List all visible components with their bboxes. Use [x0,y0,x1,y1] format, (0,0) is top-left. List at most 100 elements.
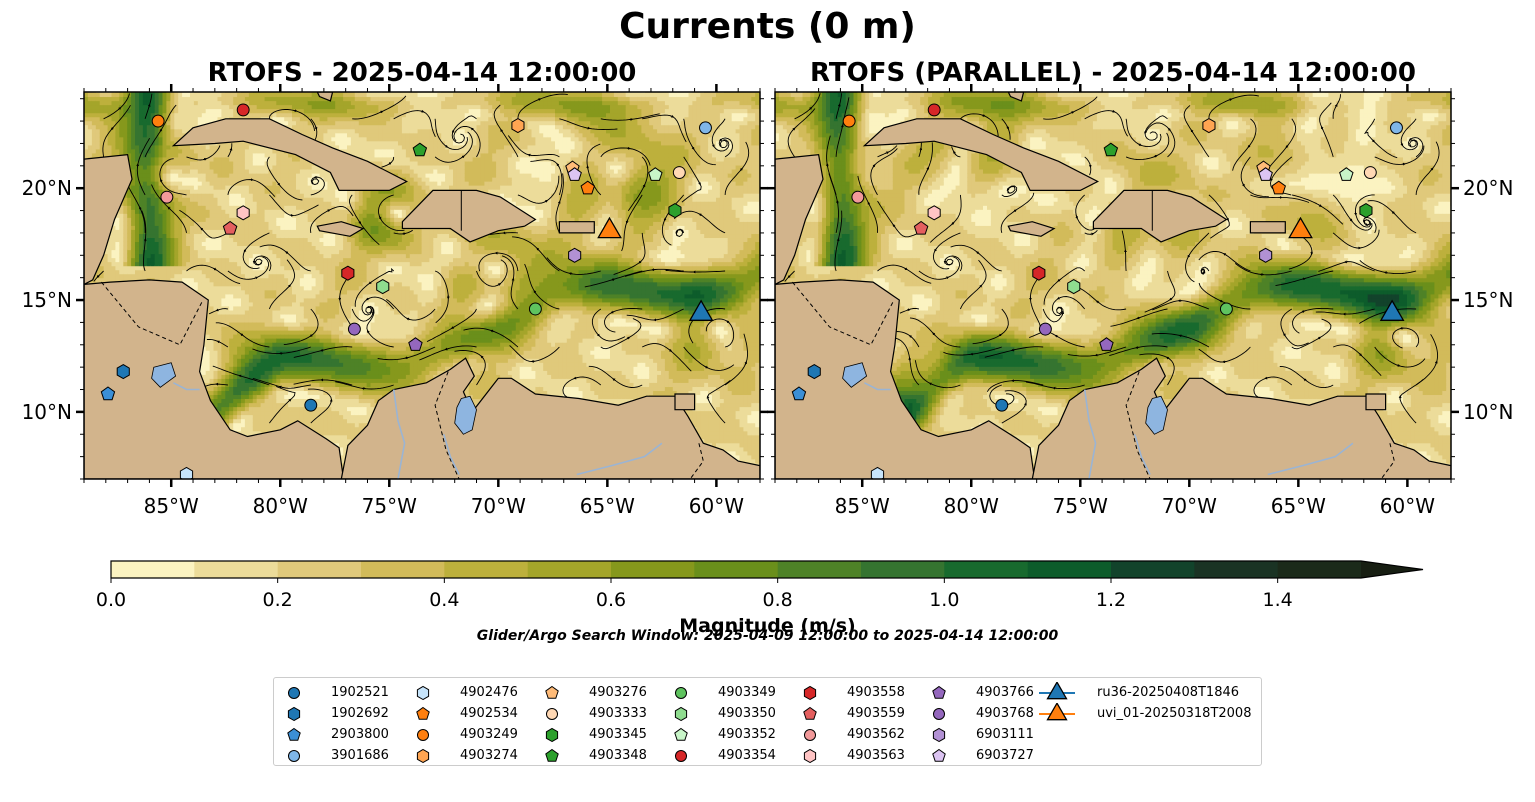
map-panel-rtofs: 85°W 80°W 75°W 70°W 65°W 60°W 10°N 15°N 20°N [22,84,768,518]
x-tick-label: 80°W [944,494,999,518]
colorbar-tick-label: 0.4 [429,589,459,611]
float-marker-4903563 [236,205,250,221]
legend-float-marker [287,686,301,700]
legend-glider-marker [1046,682,1068,700]
legend-entry-label: 2903800 [331,724,389,745]
float-marker-3901686 [1390,121,1403,135]
land [84,92,760,479]
legend-float-marker [416,748,430,764]
legend-marker [545,748,559,762]
figure-suptitle: Currents (0 m) [0,6,1535,47]
legend-marker [803,728,817,742]
y-tick-label: 10°N [1463,400,1513,424]
legend-float-marker [674,727,688,741]
float-marker-4903352 [1339,167,1354,181]
float-marker-4902476 [179,466,194,479]
legend-entry-label: 1902692 [331,703,389,724]
colorbar-tick-label: 0.0 [96,589,126,611]
map-panel-parallel: 85°W 80°W 75°W 70°W 65°W 60°W 10°N 15°N 20°N [767,84,1513,518]
float-marker-4903349 [1219,302,1233,316]
legend-marker [674,706,688,722]
legend-float-marker [416,685,430,701]
colorbar-segment [194,561,279,578]
float-marker-6903111 [1259,247,1273,263]
x-tick-label: 60°W [689,494,744,518]
float-marker-4903563 [927,205,941,221]
legend-marker [674,686,688,700]
panel-title-parallel: RTOFS (PARALLEL) - 2025-04-14 12:00:00 [775,58,1451,88]
x-tick-label: 75°W [1053,494,1108,518]
x-tick-label: 60°W [1380,494,1435,518]
colorbar-segment [944,561,1029,578]
colorbar-segment [277,561,362,578]
legend-marker [803,748,817,764]
colorbar-segment [1027,561,1112,578]
streamlines [784,93,1440,424]
glider-marker-uvi_01-20250318T2008 [597,216,622,239]
x-tick-label: 80°W [253,494,308,518]
legend-entry-label: 4903558 [847,682,905,703]
glider-markers [1288,216,1405,321]
colorbar-tick-label: 0.8 [763,589,793,611]
x-tick-label: 75°W [362,494,417,518]
float-marker-4903350 [376,279,390,295]
y-tick-label: 20°N [1463,176,1513,200]
float-marker-4903348 [412,142,428,157]
legend-float-marker [803,685,817,701]
legend-entry-label: 4903345 [589,724,647,745]
legend-marker [416,748,430,764]
float-marker-4903333 [672,166,686,179]
float-marker-4903274 [511,118,525,134]
legend-entry-label: 4903349 [718,682,776,703]
float-marker-4903345 [1359,203,1373,219]
float-marker-1902521 [304,398,318,412]
legend-float-marker [803,728,817,742]
profiler-markers [100,103,712,479]
float-marker-4903249 [151,114,165,128]
colorbar-segment [444,561,529,578]
float-marker-4903559 [913,220,929,235]
legend-float-marker [545,707,559,721]
x-tick-label: 70°W [471,494,526,518]
colorbar-segment [861,561,945,578]
legend-entry-label: 4903276 [589,682,647,703]
glider-marker-ru36-20250408T1846 [688,299,714,321]
legend-entry-label: 4903563 [847,745,905,766]
legend-entry-label: 6903111 [976,724,1034,745]
float-marker-4902476 [870,466,885,479]
float-marker-4903768 [1038,322,1052,336]
x-tick-label: 85°W [835,494,890,518]
float-marker-4903249 [842,114,856,128]
legend-marker [674,727,688,741]
legend-entry-label: 4903354 [718,745,776,766]
float-marker-4903559 [222,220,238,235]
colorbar: 0.0 0.2 0.4 0.6 0.8 1.0 1.2 1.4 [96,560,1424,611]
legend-marker [674,749,688,763]
float-marker-4903333 [1363,166,1377,179]
colorbar-segment [777,561,862,578]
legend-marker [416,728,430,742]
legend-marker [545,685,559,699]
legend-marker [1039,703,1075,721]
legend-float-marker [416,728,430,742]
x-tick-label: 65°W [1271,494,1326,518]
colorbar-segment [1111,561,1195,578]
float-marker-3901686 [699,121,712,135]
glider-marker-uvi_01-20250318T2008 [1288,216,1313,239]
colorbar-segment [527,561,612,578]
float-marker-1902692 [116,364,130,380]
float-marker-4902534 [1271,180,1286,195]
legend-float-marker [674,686,688,700]
panel-title-rtofs: RTOFS - 2025-04-14 12:00:00 [84,58,760,88]
legend-float-marker [545,748,559,762]
streamlines [93,93,750,424]
legend-float-marker [545,685,559,699]
legend-entry-label: 6903727 [976,745,1034,766]
float-marker-2903800 [791,386,807,401]
float-marker-1902521 [995,398,1009,412]
legend-float-marker [674,706,688,722]
x-tick-label: 85°W [144,494,199,518]
float-marker-4903348 [1103,142,1119,157]
profiler-markers [791,103,1403,479]
